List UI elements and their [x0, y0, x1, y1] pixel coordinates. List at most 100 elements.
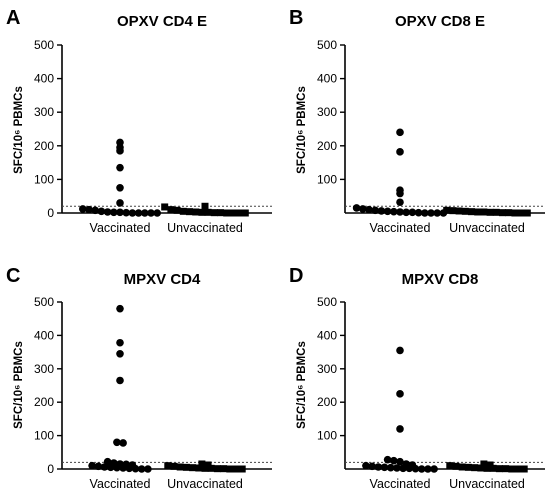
y-axis-label: SFC/10⁶ PBMCs — [13, 86, 25, 174]
data-point-vaccinated — [116, 349, 124, 358]
x-category-label: Vaccinated — [370, 221, 431, 235]
panel-a: A OPXV CD4 E SFC/10⁶ PBMCs 0 100 200 300 400 500… — [6, 7, 272, 235]
y-tick-label: 400 — [34, 72, 54, 86]
data-point-unvaccinated — [505, 209, 513, 217]
data-point-unvaccinated — [502, 465, 510, 473]
y-axis-label: SFC/10⁶ PBMCs — [296, 341, 308, 429]
data-point-unvaccinated — [471, 464, 479, 472]
data-point-vaccinated — [421, 209, 429, 217]
data-point-vaccinated — [380, 463, 389, 472]
data-point-unvaccinated — [207, 464, 215, 472]
data-point-unvaccinated — [492, 208, 500, 216]
y-tick-label: 500 — [317, 38, 337, 52]
data-point-unvaccinated — [483, 464, 491, 472]
data-point-unvaccinated — [186, 208, 193, 216]
data-point-unvaccinated — [229, 209, 237, 217]
data-point-vaccinated — [113, 438, 121, 447]
panel-title: MPXV CD8 — [402, 271, 479, 288]
data-point-vaccinated — [396, 390, 404, 398]
data-point-unvaccinated — [204, 208, 212, 216]
x-category-label: Unvaccinated — [167, 477, 243, 491]
data-point-unvaccinated — [517, 209, 525, 217]
data-point-unvaccinated — [176, 463, 184, 471]
data-point-vaccinated — [402, 208, 411, 217]
data-point-vaccinated — [424, 465, 432, 473]
data-point-unvaccinated — [210, 209, 218, 217]
x-category-label: Unvaccinated — [449, 221, 525, 235]
data-point-vaccinated — [393, 464, 401, 472]
data-point-unvaccinated — [452, 462, 460, 470]
panel-letter: A — [6, 7, 20, 29]
data-point-unvaccinated — [167, 206, 175, 214]
data-point-unvaccinated — [443, 206, 451, 214]
data-point-vaccinated — [405, 464, 414, 473]
panel-title: OPXV CD4 E — [117, 13, 207, 30]
data-point-vaccinated — [365, 205, 373, 214]
data-point-vaccinated — [396, 208, 404, 216]
data-point-unvaccinated — [464, 463, 472, 471]
y-tick-label: 200 — [34, 395, 54, 409]
data-point-vaccinated — [352, 204, 361, 212]
data-point-vaccinated — [371, 206, 380, 215]
data-point-vaccinated — [137, 465, 146, 473]
data-point-vaccinated — [147, 209, 155, 217]
data-point-vaccinated — [390, 456, 398, 465]
data-point-unvaccinated — [182, 463, 190, 471]
data-point-vaccinated — [141, 209, 149, 217]
data-point-unvaccinated — [198, 460, 206, 468]
data-point-unvaccinated — [486, 208, 494, 216]
y-tick-label: 300 — [34, 362, 54, 376]
panel-letter: B — [289, 7, 303, 29]
y-tick-label: 100 — [34, 429, 54, 443]
data-point-unvaccinated — [495, 465, 503, 473]
data-point-vaccinated — [97, 207, 106, 216]
data-point-vaccinated — [144, 465, 152, 473]
data-point-vaccinated — [411, 464, 420, 473]
data-point-vaccinated — [427, 209, 435, 217]
data-point-unvaccinated — [192, 208, 200, 216]
data-point-vaccinated — [110, 208, 118, 217]
data-point-vaccinated — [116, 376, 124, 385]
data-point-vaccinated — [116, 338, 124, 347]
data-point-vaccinated — [119, 464, 127, 472]
y-tick-label: 400 — [34, 328, 54, 342]
data-point-vaccinated — [85, 205, 93, 214]
data-point-vaccinated — [153, 209, 161, 217]
data-point-vaccinated — [134, 209, 143, 217]
y-tick-label: 0 — [47, 462, 54, 476]
data-point-vaccinated — [396, 198, 404, 207]
y-tick-label: 100 — [317, 429, 337, 443]
data-point-vaccinated — [116, 147, 124, 155]
data-point-unvaccinated — [195, 464, 203, 472]
data-point-unvaccinated — [235, 209, 243, 217]
data-point-vaccinated — [91, 206, 99, 215]
data-point-vaccinated — [100, 463, 109, 471]
y-tick-label: 300 — [317, 105, 337, 119]
x-category-label: Vaccinated — [90, 477, 151, 491]
data-point-unvaccinated — [173, 206, 181, 214]
x-category-label: Vaccinated — [370, 477, 431, 491]
panel-title: OPXV CD8 E — [395, 13, 485, 30]
data-point-unvaccinated — [238, 465, 246, 473]
data-point-unvaccinated — [474, 208, 482, 216]
y-tick-label: 100 — [34, 172, 54, 186]
data-point-unvaccinated — [232, 465, 240, 473]
y-tick-label: 500 — [34, 38, 54, 52]
y-axis-label: SFC/10⁶ PBMCs — [13, 341, 25, 429]
data-point-vaccinated — [116, 304, 124, 313]
data-point-unvaccinated — [489, 464, 497, 472]
y-tick-label: 500 — [317, 295, 337, 309]
data-point-unvaccinated — [455, 207, 463, 215]
data-point-vaccinated — [88, 461, 96, 470]
panel-b: B OPXV CD8 E SFC/10⁶ PBMCs 100 200 300 400 500 V… — [289, 7, 545, 235]
data-point-unvaccinated — [468, 208, 475, 216]
data-point-vaccinated — [119, 439, 127, 447]
data-point-vaccinated — [362, 461, 370, 470]
data-point-vaccinated — [116, 163, 124, 172]
data-point-vaccinated — [396, 148, 404, 156]
data-point-unvaccinated — [446, 462, 454, 470]
data-point-vaccinated — [94, 462, 103, 471]
y-tick-label: 300 — [34, 105, 54, 119]
y-tick-label: 400 — [317, 72, 337, 86]
